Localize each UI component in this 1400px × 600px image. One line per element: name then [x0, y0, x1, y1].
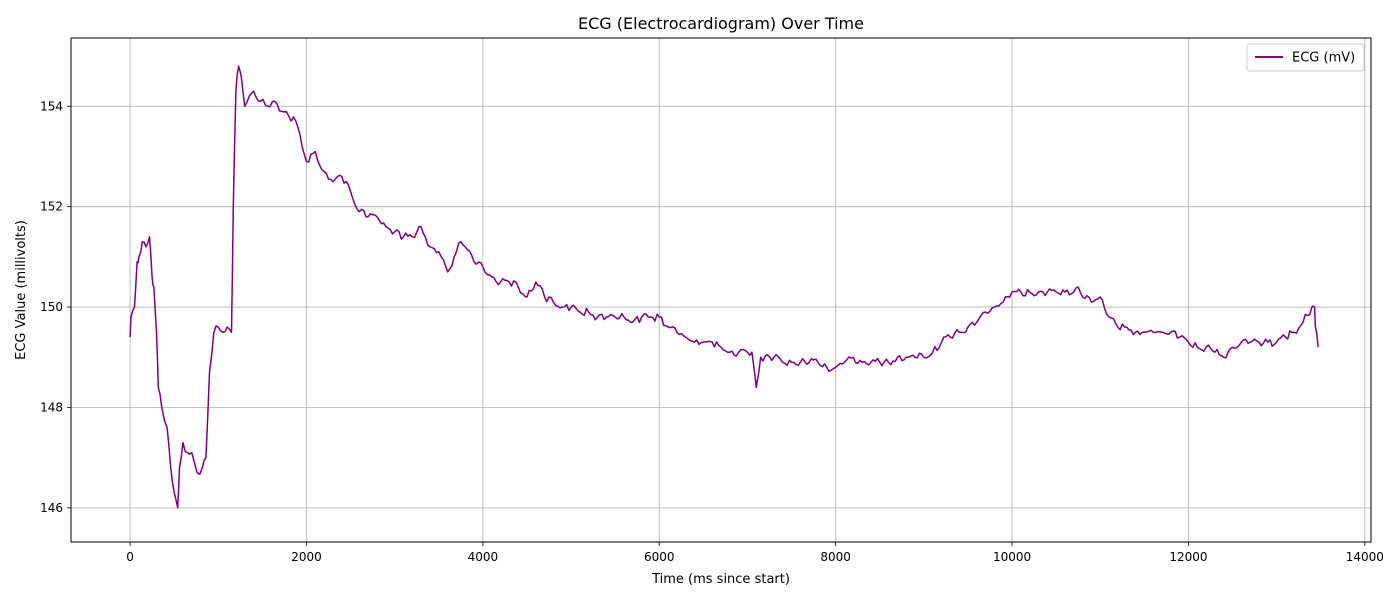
y-tick-label: 146 [40, 501, 63, 515]
x-axis-label: Time (ms since start) [651, 572, 790, 587]
x-tick-label: 2000 [291, 550, 322, 564]
legend: ECG (mV) [1246, 43, 1365, 72]
x-tick-label: 14000 [1346, 550, 1384, 564]
x-tick-label: 12000 [1169, 550, 1207, 564]
y-tick-label: 150 [40, 300, 63, 314]
y-tick-label: 154 [40, 99, 63, 113]
x-tick-label: 10000 [993, 550, 1031, 564]
legend-entry-ecg: ECG (mV) [1292, 51, 1355, 66]
y-tick-label: 152 [40, 200, 63, 214]
x-tick-label: 6000 [644, 550, 675, 564]
plot-area-frame [70, 37, 1372, 543]
axis-ticks: 0 2000 4000 6000 8000 10000 12000 14000 146 148 15… [40, 99, 1384, 564]
x-tick-label: 4000 [468, 550, 499, 564]
x-tick-label: 0 [126, 550, 134, 564]
y-axis-label: ECG Value (millivolts) [14, 220, 29, 360]
series-layer [129, 65, 1319, 509]
y-tick-label: 148 [40, 400, 63, 414]
series-line-ecg [129, 65, 1319, 509]
grid-lines [71, 38, 1371, 542]
x-tick-label: 8000 [820, 550, 851, 564]
chart-title: ECG (Electrocardiogram) Over Time [578, 14, 864, 33]
legend-box [1246, 43, 1365, 72]
